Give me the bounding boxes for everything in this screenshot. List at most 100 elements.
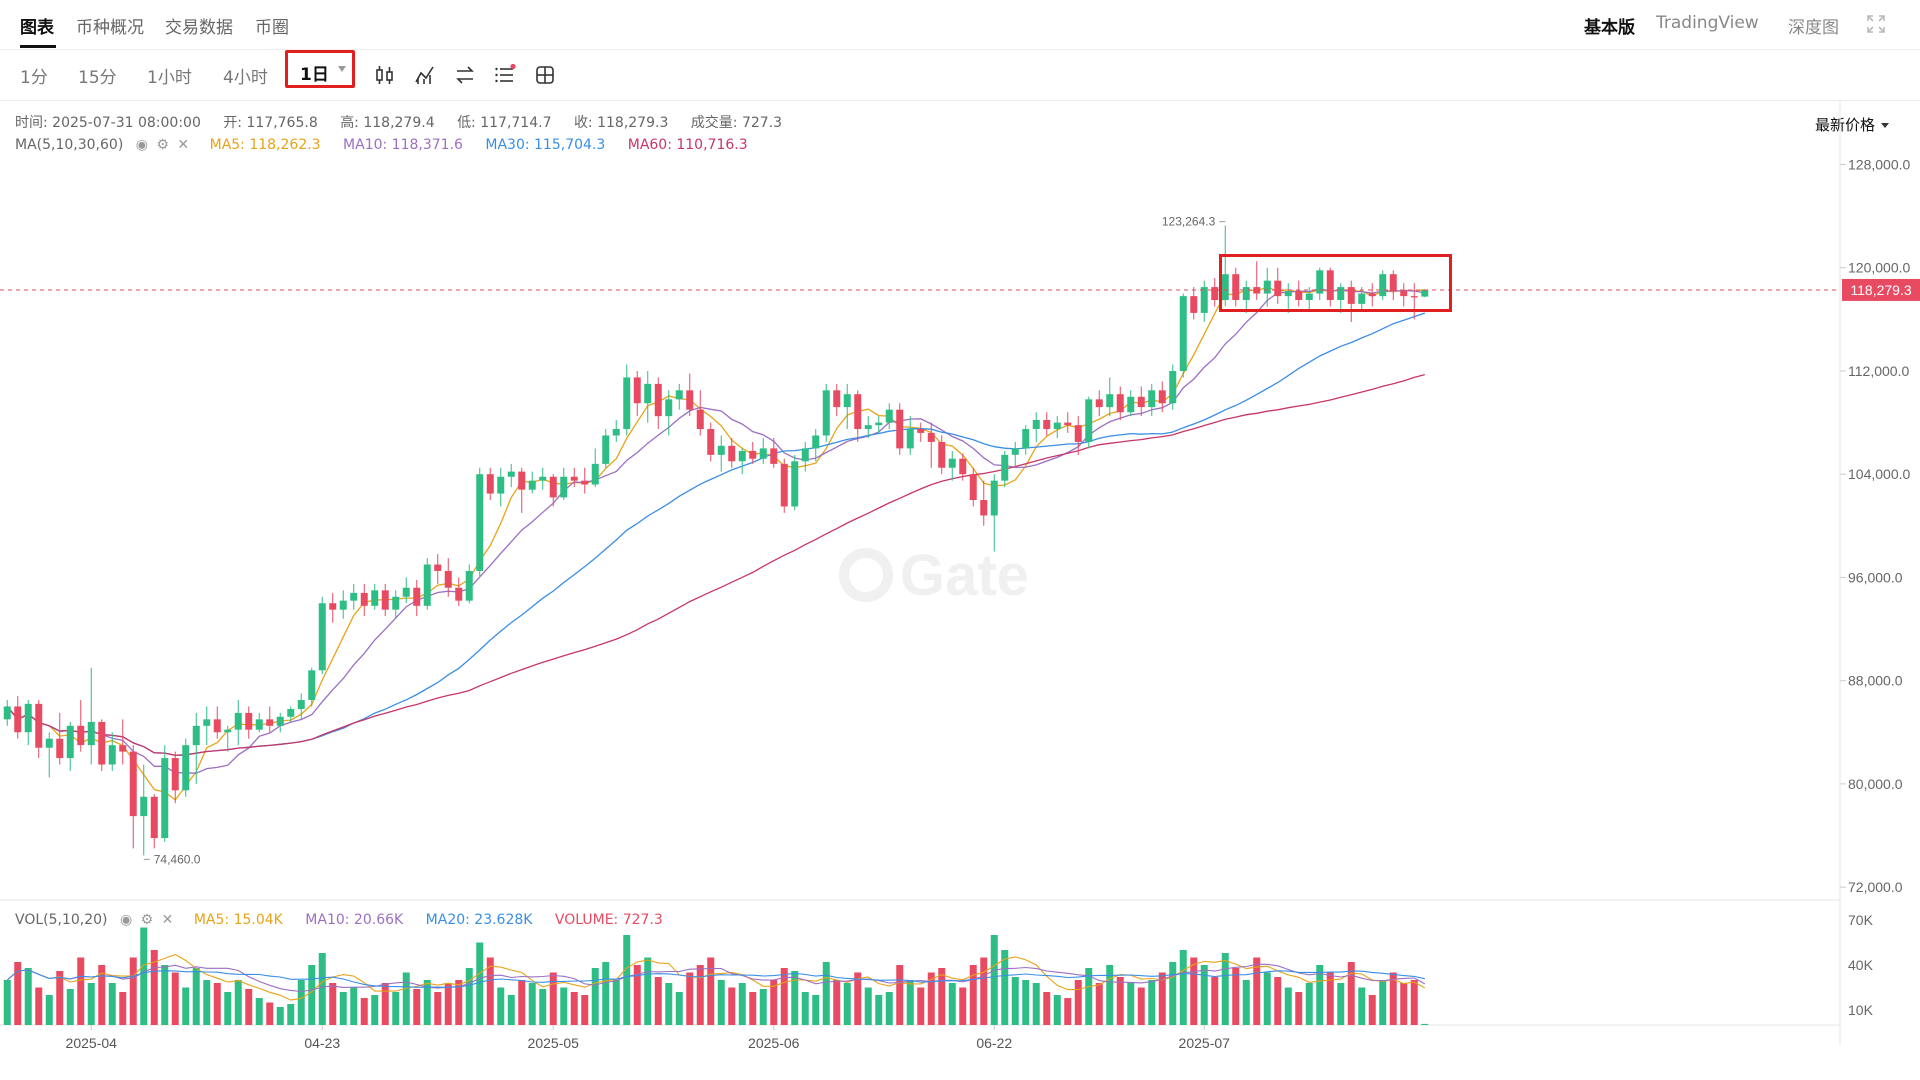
candle-body xyxy=(665,399,673,417)
candle-body xyxy=(696,409,704,430)
candle-body xyxy=(1011,448,1019,455)
volume-bar xyxy=(255,998,263,1025)
time-tick-label: 06-22 xyxy=(976,1035,1012,1051)
interval-4h[interactable]: 4小时 xyxy=(223,68,268,88)
volume-bar xyxy=(539,989,547,1025)
candle-body xyxy=(549,476,557,498)
candle-body xyxy=(3,706,11,720)
volume-bar xyxy=(843,983,851,1025)
volume-bar xyxy=(266,1002,274,1025)
tab-tradingview[interactable]: TradingView xyxy=(1656,13,1759,33)
volume-bar xyxy=(707,957,715,1025)
time-tick-label: 04-23 xyxy=(304,1035,340,1051)
candle-body xyxy=(1053,422,1061,430)
volume-bar xyxy=(801,992,809,1025)
settings-list-icon[interactable] xyxy=(494,64,516,86)
candle-body xyxy=(1232,274,1240,300)
interval-1d-selected[interactable]: 1日 xyxy=(285,50,355,88)
volume-bar xyxy=(150,950,158,1025)
candle-body xyxy=(413,587,421,606)
candle-body xyxy=(1032,420,1040,430)
volume-bar xyxy=(77,957,85,1025)
tab-basic-version[interactable]: 基本版 xyxy=(1584,18,1635,38)
candle-body xyxy=(381,590,389,610)
eye-icon[interactable]: ◉ xyxy=(119,912,133,928)
candle-body xyxy=(990,480,998,516)
candle-body xyxy=(1305,293,1313,300)
tab-trading-data[interactable]: 交易数据 xyxy=(165,18,233,38)
volume-bar xyxy=(45,995,53,1025)
volume-bar xyxy=(213,983,221,1025)
interval-15m[interactable]: 15分 xyxy=(78,68,117,88)
candle-body xyxy=(129,751,137,817)
candle-body xyxy=(602,435,610,464)
current-price-tag xyxy=(1842,278,1920,301)
volume-bar xyxy=(507,995,515,1025)
candle-body xyxy=(1001,454,1009,481)
candle-body xyxy=(486,474,494,494)
settings-icon[interactable]: ⚙ xyxy=(140,912,154,928)
ma-legend-title: MA(5,10,30,60) xyxy=(15,137,124,153)
candle-body xyxy=(518,471,526,490)
eye-icon[interactable]: ◉ xyxy=(135,137,148,153)
tab-depth-chart[interactable]: 深度图 xyxy=(1788,18,1839,38)
close-icon[interactable]: ✕ xyxy=(177,137,190,153)
volume-bar xyxy=(980,957,988,1025)
interval-1m[interactable]: 1分 xyxy=(20,68,48,88)
active-tab-underline xyxy=(20,45,56,48)
candle-body xyxy=(476,474,484,571)
candle-body xyxy=(864,425,872,430)
tab-coin-overview[interactable]: 币种概况 xyxy=(76,18,144,38)
price-tick-label: 72,000.0 xyxy=(1848,879,1903,895)
candle-body xyxy=(171,758,179,791)
layout-icon[interactable] xyxy=(534,64,556,86)
ma60-value: MA60: 110,716.3 xyxy=(627,137,748,153)
price-tick-label: 128,000.0 xyxy=(1848,157,1910,173)
ohlc-open: 开: 117,765.8 xyxy=(223,115,318,131)
candlestick-type-icon[interactable] xyxy=(374,64,396,86)
vol-ma20-value: MA20: 23.628K xyxy=(425,912,533,928)
volume-bar xyxy=(1022,980,1030,1025)
candle-body xyxy=(1274,280,1282,297)
candle-body xyxy=(570,476,578,481)
price-tick-label: 112,000.0 xyxy=(1848,363,1909,379)
candle-body xyxy=(1116,394,1124,413)
volume-bar xyxy=(56,971,64,1025)
close-icon[interactable]: ✕ xyxy=(161,912,174,928)
volume-bar xyxy=(654,977,662,1025)
settings-icon[interactable]: ⚙ xyxy=(156,137,169,153)
chevron-down-icon xyxy=(1881,123,1890,128)
candle-body xyxy=(623,377,631,430)
candle-body xyxy=(444,570,452,588)
candle-body xyxy=(938,441,946,468)
price-type-select[interactable]: 最新价格 xyxy=(1815,114,1890,135)
volume-bar xyxy=(1106,965,1114,1025)
candle-body xyxy=(1368,293,1376,297)
candle-body xyxy=(1326,270,1334,300)
ma-line-ma60 xyxy=(6,373,1425,756)
volume-bar xyxy=(1305,983,1313,1025)
interval-1h[interactable]: 1小时 xyxy=(147,68,192,88)
candle-body xyxy=(1137,396,1145,408)
candle-body xyxy=(392,596,400,610)
candle-body xyxy=(77,725,85,746)
tab-coin-circle[interactable]: 币圈 xyxy=(255,18,289,38)
candle-body xyxy=(980,500,988,516)
candle-body xyxy=(150,796,158,839)
ma30-value: MA30: 115,704.3 xyxy=(485,137,606,153)
volume-bar xyxy=(455,980,463,1025)
volume-bar xyxy=(1095,983,1103,1025)
volume-bar xyxy=(749,992,757,1025)
swap-icon[interactable] xyxy=(454,64,476,86)
candle-body xyxy=(140,796,148,817)
volume-bar xyxy=(1179,950,1187,1025)
volume-bar xyxy=(1410,980,1418,1025)
fullscreen-icon[interactable] xyxy=(1866,14,1886,34)
candle-body xyxy=(1421,289,1429,297)
time-tick-label: 2025-07 xyxy=(1179,1035,1231,1051)
indicator-icon[interactable] xyxy=(414,64,436,86)
tab-chart[interactable]: 图表 xyxy=(20,18,54,38)
volume-bar xyxy=(1190,957,1198,1025)
volume-bar xyxy=(329,983,337,1025)
